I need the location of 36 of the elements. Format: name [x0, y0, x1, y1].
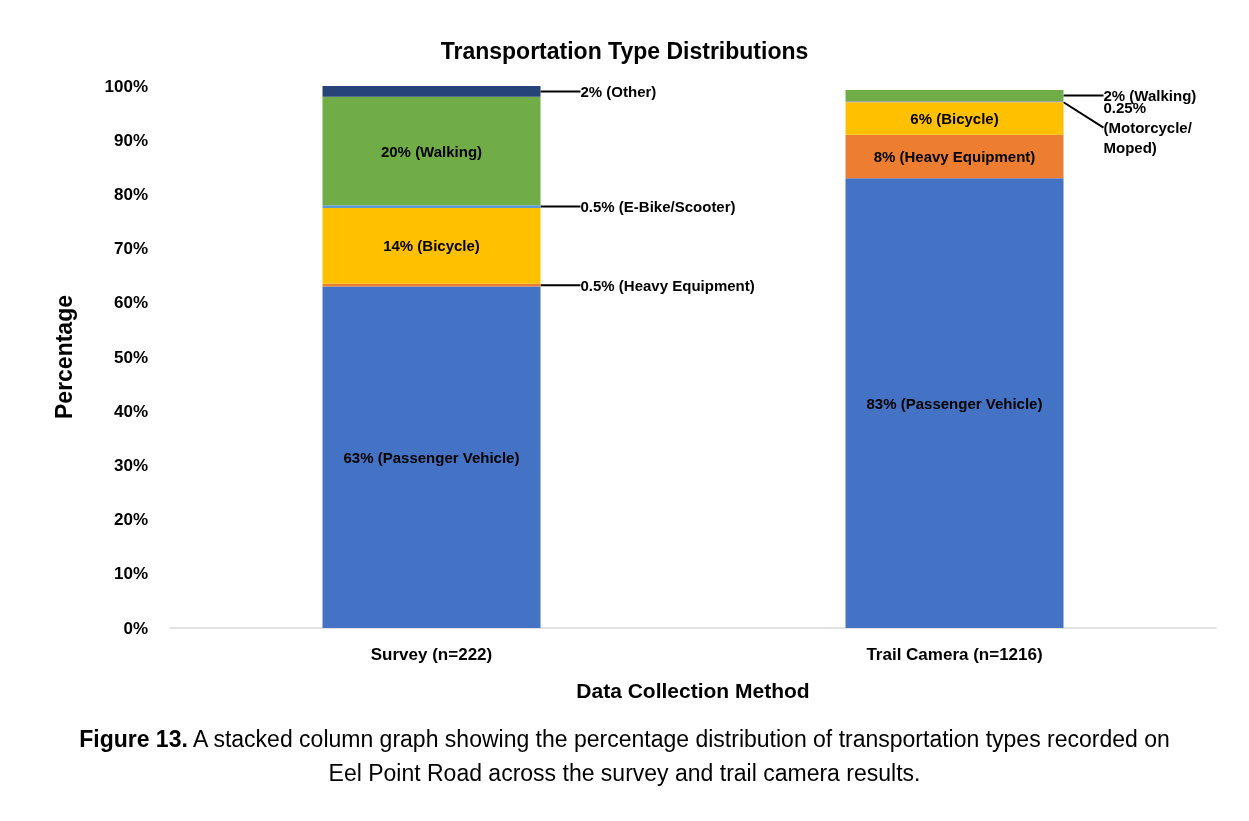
y-tick-label: 40%	[113, 401, 148, 421]
bar	[845, 90, 1064, 101]
y-tick-label: 30%	[113, 455, 148, 475]
data-label: 14% (Bicycle)	[383, 237, 480, 255]
x-tick-label: Trail Camera (n=1216)	[866, 645, 1043, 664]
y-tick-label: 90%	[113, 130, 148, 150]
y-axis-title: Percentage	[50, 294, 77, 420]
caption: Figure 13.	[79, 726, 188, 752]
data-label: 20% (Walking)	[380, 142, 483, 160]
bar	[322, 96, 541, 206]
bar	[845, 102, 1064, 135]
bar	[845, 178, 1064, 628]
y-tick-label: 0%	[123, 618, 148, 638]
y-tick-label: 100%	[104, 76, 148, 96]
y-tick-label: 10%	[113, 564, 148, 584]
bar	[322, 86, 541, 97]
y-tick-label: 50%	[113, 347, 148, 367]
x-axis-title: Data Collection Method	[576, 679, 810, 702]
y-tick-label: 20%	[113, 510, 148, 530]
bar	[322, 205, 541, 208]
data-label: 0.5% (E-Bike/Scooter)	[580, 198, 736, 216]
chart-title: Transportation Type Distributions	[440, 37, 809, 64]
y-tick-label: 70%	[113, 239, 148, 259]
bar	[322, 283, 541, 287]
bar	[322, 286, 541, 628]
data-label: 8% (Heavy Equipment)	[873, 147, 1036, 165]
bar	[322, 207, 541, 284]
text: A stacked column graph showing the percentage distribution of transportation types recorded on Eel Point Road across the survey and trail camera results.	[191, 726, 1170, 786]
data-label: 6% (Bicycle)	[910, 110, 999, 128]
y-tick-label: 60%	[113, 293, 148, 313]
data-label: 63% (Passenger Vehicle)	[343, 448, 520, 466]
x-tick-label: Survey (n=222)	[370, 645, 493, 664]
data-label: 0.5% (Heavy Equipment)	[580, 276, 755, 294]
data-label: 83% (Passenger Vehicle)	[866, 394, 1043, 412]
y-tick-label: 80%	[113, 184, 148, 204]
data-label: 2% (Other)	[580, 82, 657, 100]
